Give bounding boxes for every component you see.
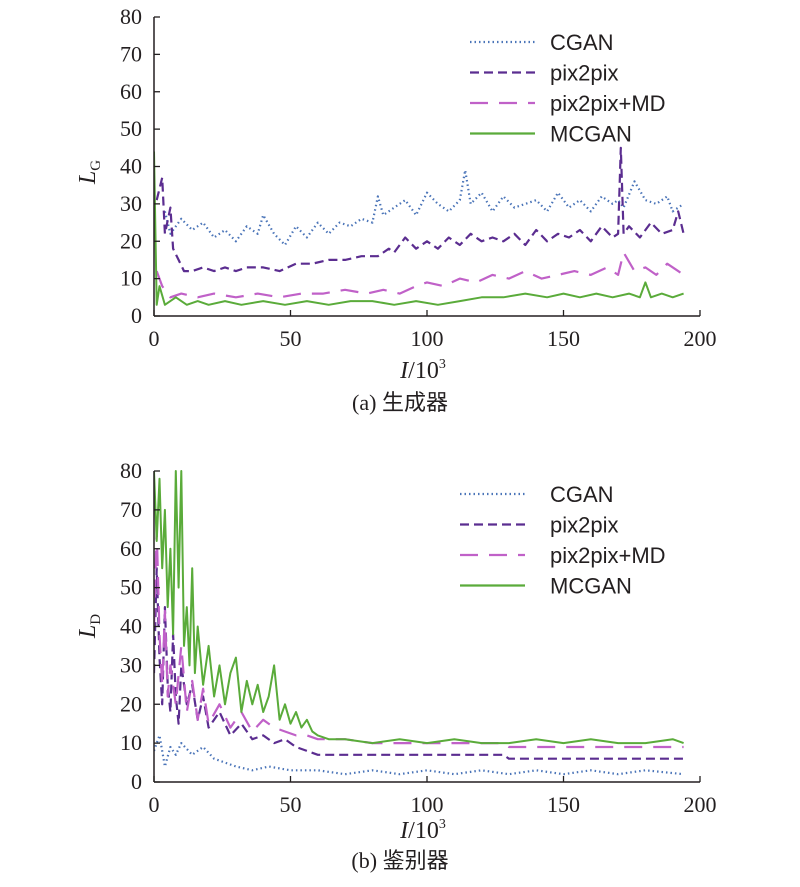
y-tick-label: 60	[120, 79, 142, 104]
legend-label: MCGAN	[550, 122, 632, 147]
x-tick-label: 50	[280, 792, 302, 817]
y-tick-label: 10	[120, 730, 142, 755]
y-tick-label: 20	[120, 228, 142, 253]
x-tick-label: 0	[149, 792, 160, 817]
series-line-mcgan	[154, 470, 684, 745]
series-line-pix2pix	[155, 146, 685, 273]
y-tick-label: 0	[131, 769, 142, 794]
y-tick-label: 50	[120, 116, 142, 141]
y-axis-label: LG	[75, 160, 104, 185]
legend-label: pix2pix+MD	[550, 543, 666, 568]
chart-discriminator-loss: 0 10 20 30 40 50 60 70 80 0 50 100 150 200 LD I/103 (b) …	[75, 458, 717, 873]
legend-label: pix2pix+MD	[550, 91, 666, 116]
chart-caption: (a) 生成器	[352, 390, 448, 415]
y-tick-label: 10	[120, 266, 142, 291]
x-axis-label: I/103	[399, 357, 446, 384]
legend-label: pix2pix	[550, 61, 618, 86]
y-tick-label: 80	[120, 4, 142, 29]
y-tick-label: 60	[120, 536, 142, 561]
chart-generator-loss: 0 10 20 30 40 50 60 70 80 0 50 100 150 200 LG I/103 (a) …	[75, 4, 717, 415]
y-tick-label: 40	[120, 154, 142, 179]
series-line-cgan	[163, 169, 685, 247]
y-tick-label: 70	[120, 41, 142, 66]
y-tick-label: 50	[120, 575, 142, 600]
legend-label: pix2pix	[550, 513, 618, 538]
x-tick-label: 100	[411, 326, 444, 351]
x-tick-label: 150	[547, 326, 580, 351]
x-tick-label: 200	[684, 792, 717, 817]
legend-label: CGAN	[550, 30, 614, 55]
y-tick-label: 40	[120, 614, 142, 639]
series-line-pix2pix-md	[155, 251, 685, 299]
series-line-mcgan	[154, 151, 684, 306]
y-tick-label: 70	[120, 497, 142, 522]
y-tick-label: 80	[120, 458, 142, 483]
chart-caption: (b) 鉴别器	[351, 848, 448, 873]
series-line-pix2pix-md	[154, 528, 684, 749]
x-axis-label: I/103	[399, 817, 446, 844]
y-tick-label: 20	[120, 691, 142, 716]
x-tick-label: 200	[684, 326, 717, 351]
x-tick-label: 50	[280, 326, 302, 351]
legend-label: MCGAN	[550, 574, 632, 599]
x-tick-label: 0	[149, 326, 160, 351]
y-tick-label: 0	[131, 303, 142, 328]
y-tick-label: 30	[120, 652, 142, 677]
legend-label: CGAN	[550, 482, 614, 507]
x-tick-label: 100	[411, 792, 444, 817]
y-tick-label: 30	[120, 191, 142, 216]
x-tick-label: 150	[547, 792, 580, 817]
y-axis-label: LD	[75, 614, 104, 639]
